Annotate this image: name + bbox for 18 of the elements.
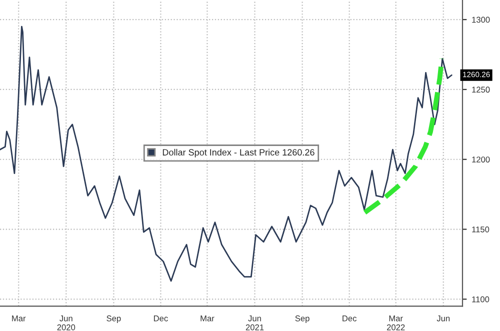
x-tick-label: Jun 2021 bbox=[246, 316, 264, 330]
y-tick-label: 1300 bbox=[472, 16, 490, 23]
x-tick-label: Sep bbox=[295, 315, 310, 323]
x-tick-label: Sep bbox=[106, 315, 121, 323]
x-tick-label: Mar bbox=[12, 316, 26, 322]
line-series bbox=[0, 26, 452, 282]
y-tick-label: 1200 bbox=[472, 156, 490, 162]
x-tick-label: Jun 2020 bbox=[57, 316, 76, 330]
y-tick-label: 1250 bbox=[472, 86, 490, 93]
x-tick-label: Jun bbox=[436, 316, 450, 322]
x-tick-label: Mar bbox=[200, 316, 214, 322]
y-tick-label: 1100 bbox=[472, 296, 490, 302]
legend-label: Dollar Spot Index - Last Price 1260.26 bbox=[162, 148, 314, 158]
x-tick-label: Dec bbox=[154, 316, 168, 322]
x-tick-label: Mar 2022 bbox=[386, 316, 405, 330]
x-tick-label: Dec bbox=[342, 316, 357, 322]
y-tick-label: 1150 bbox=[472, 226, 490, 232]
line-series bbox=[362, 56, 444, 215]
